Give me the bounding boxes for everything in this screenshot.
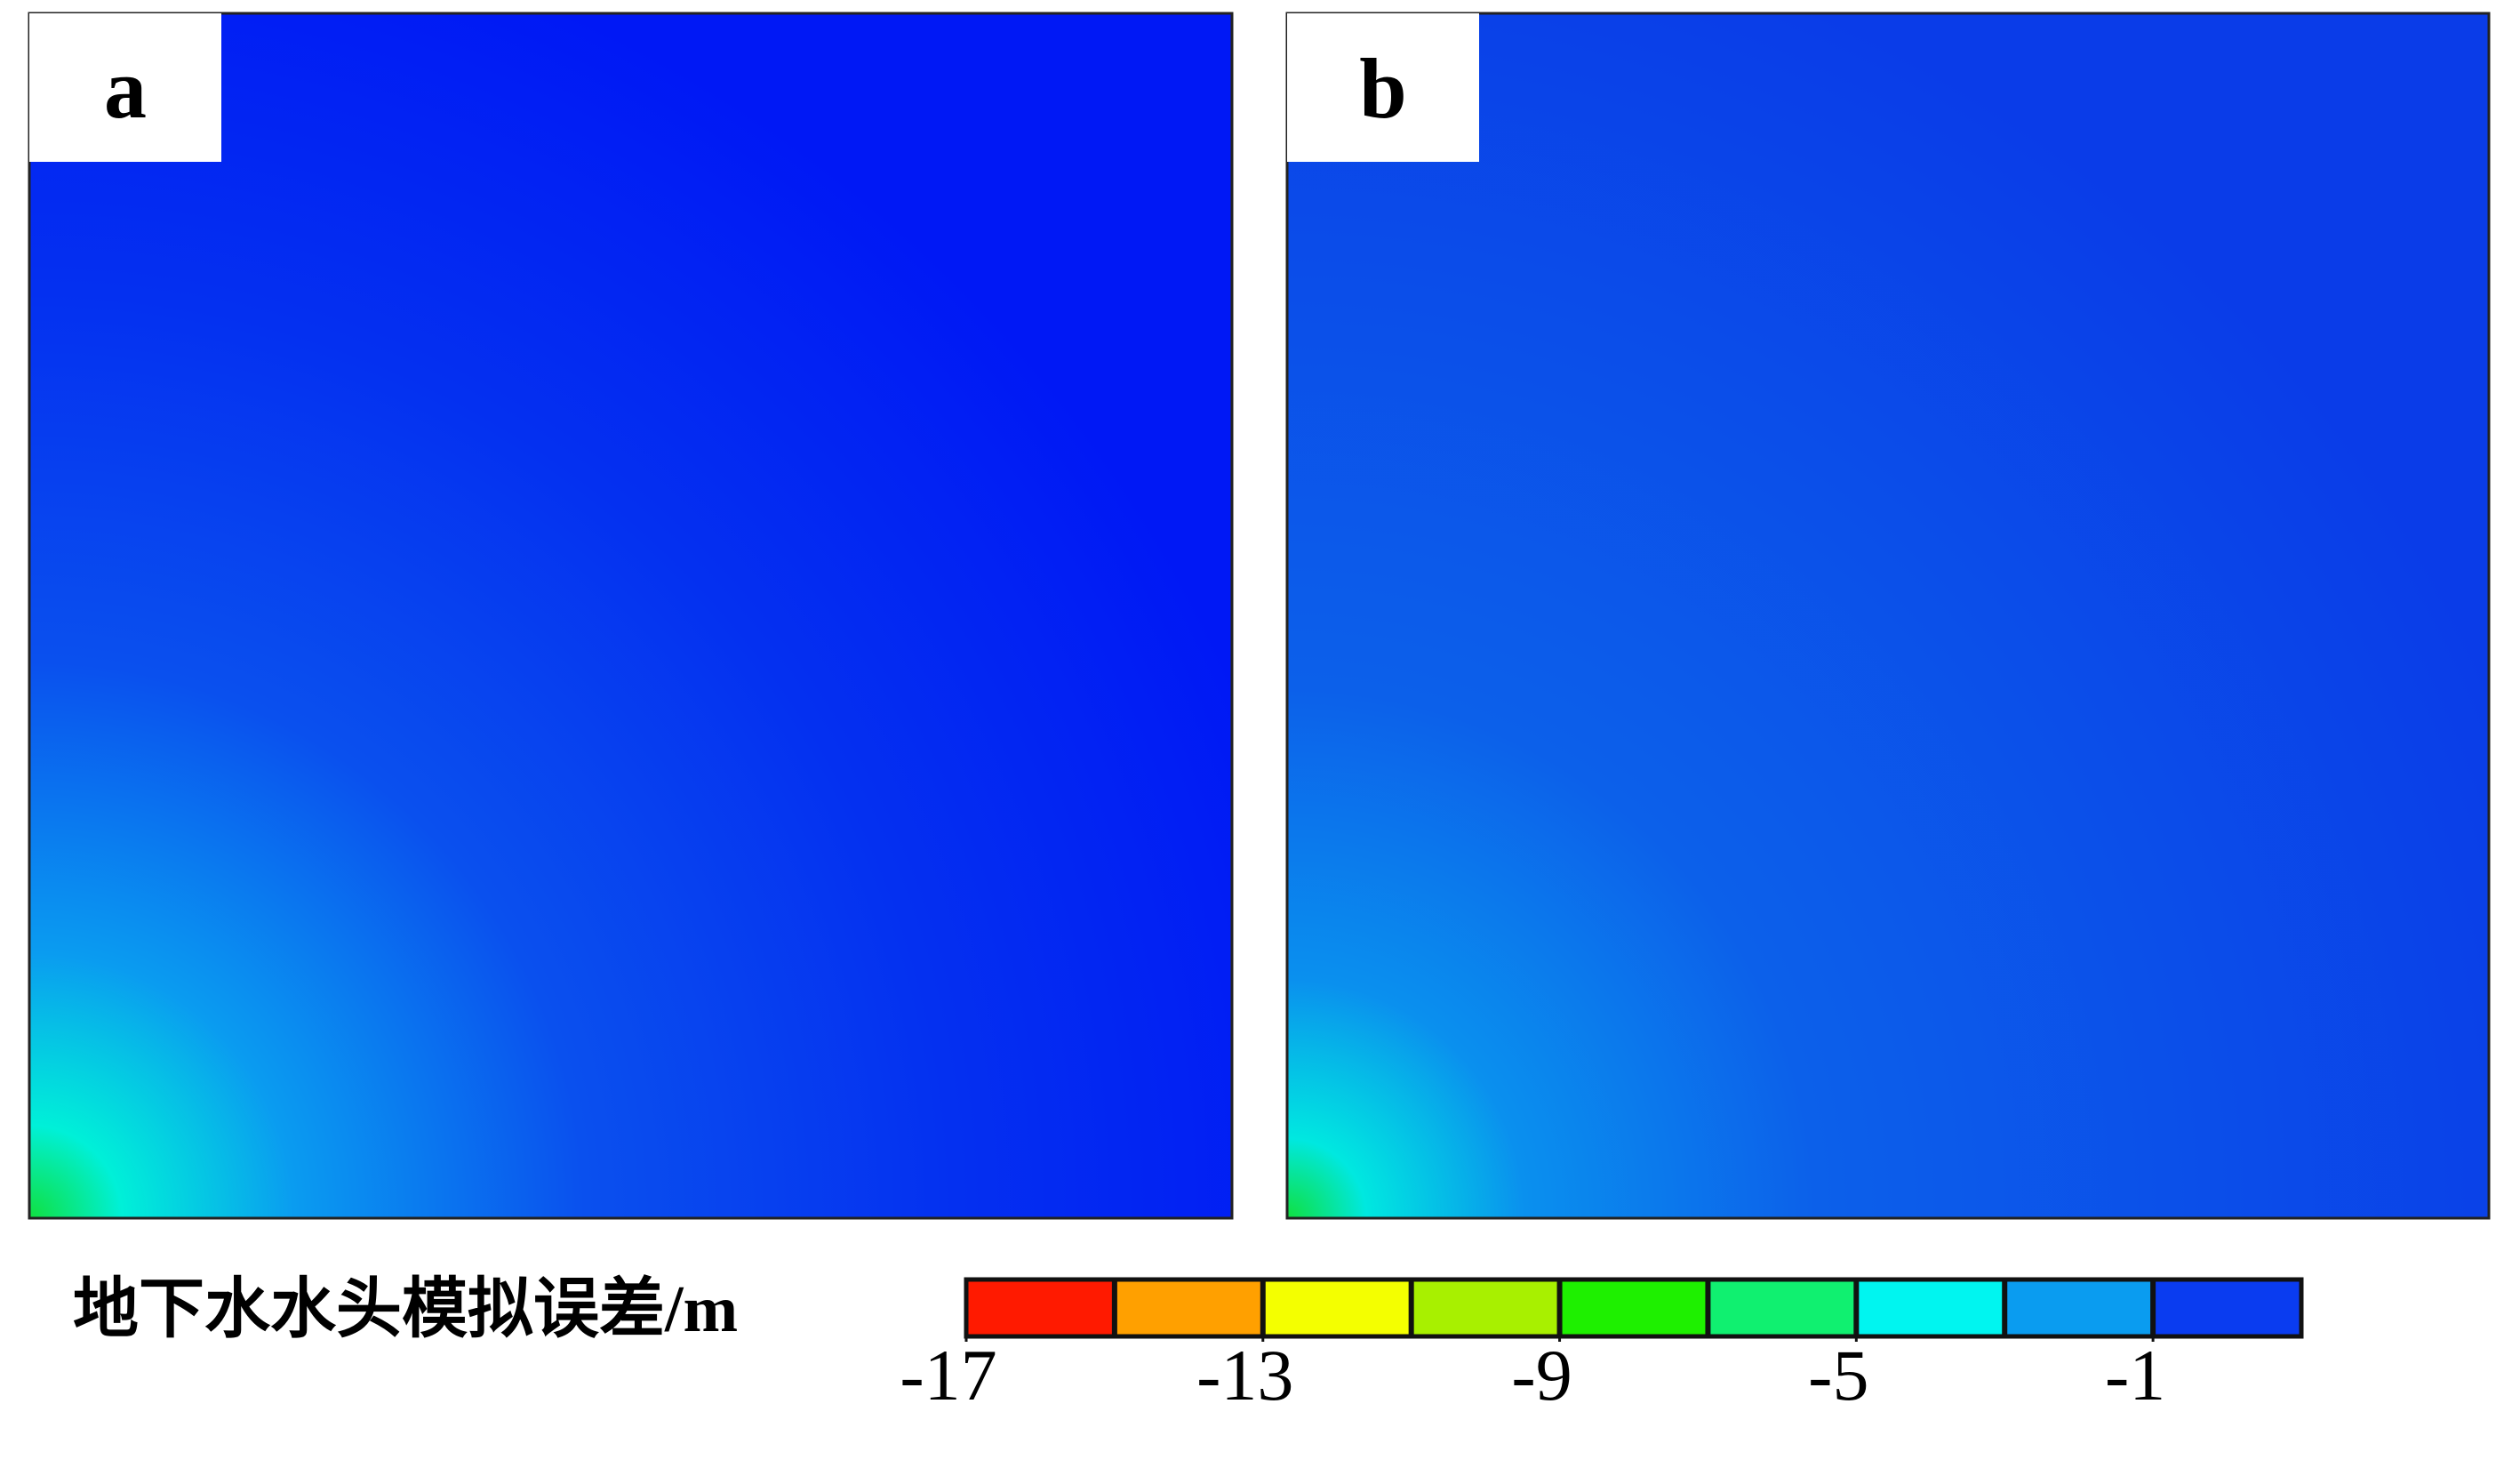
tick-label: -9 — [1511, 1335, 1572, 1416]
panel-label-box — [1287, 13, 1479, 162]
colorbar-segment — [1411, 1280, 1560, 1336]
colorbar-segment — [1114, 1280, 1263, 1336]
tick-label: -17 — [900, 1335, 996, 1416]
tick-label: -1 — [2105, 1335, 2165, 1416]
colorbar-segment — [2004, 1280, 2154, 1336]
tick-label: -5 — [1808, 1335, 1868, 1416]
colorbar-segment — [1559, 1280, 1708, 1336]
colorbar-segment — [2153, 1280, 2301, 1336]
panel-label: b — [1359, 41, 1406, 136]
colorbar-title: 地下水水头模拟误差/m — [73, 1273, 738, 1346]
colorbar-segment — [1708, 1280, 1857, 1336]
colorbar-segment — [966, 1280, 1115, 1336]
colorbar-segment — [1262, 1280, 1412, 1336]
panel-label-box — [29, 13, 221, 162]
colorbar-segment — [1856, 1280, 2005, 1336]
panel-a-field — [28, 12, 1234, 1220]
colorbar: -17 -13 -9 -5 -1 — [900, 1277, 2304, 1416]
colorbar-frame — [964, 1277, 2304, 1339]
panel-label: a — [104, 41, 147, 136]
tick-label: -13 — [1196, 1335, 1293, 1416]
panel-b-field — [1285, 12, 2491, 1220]
